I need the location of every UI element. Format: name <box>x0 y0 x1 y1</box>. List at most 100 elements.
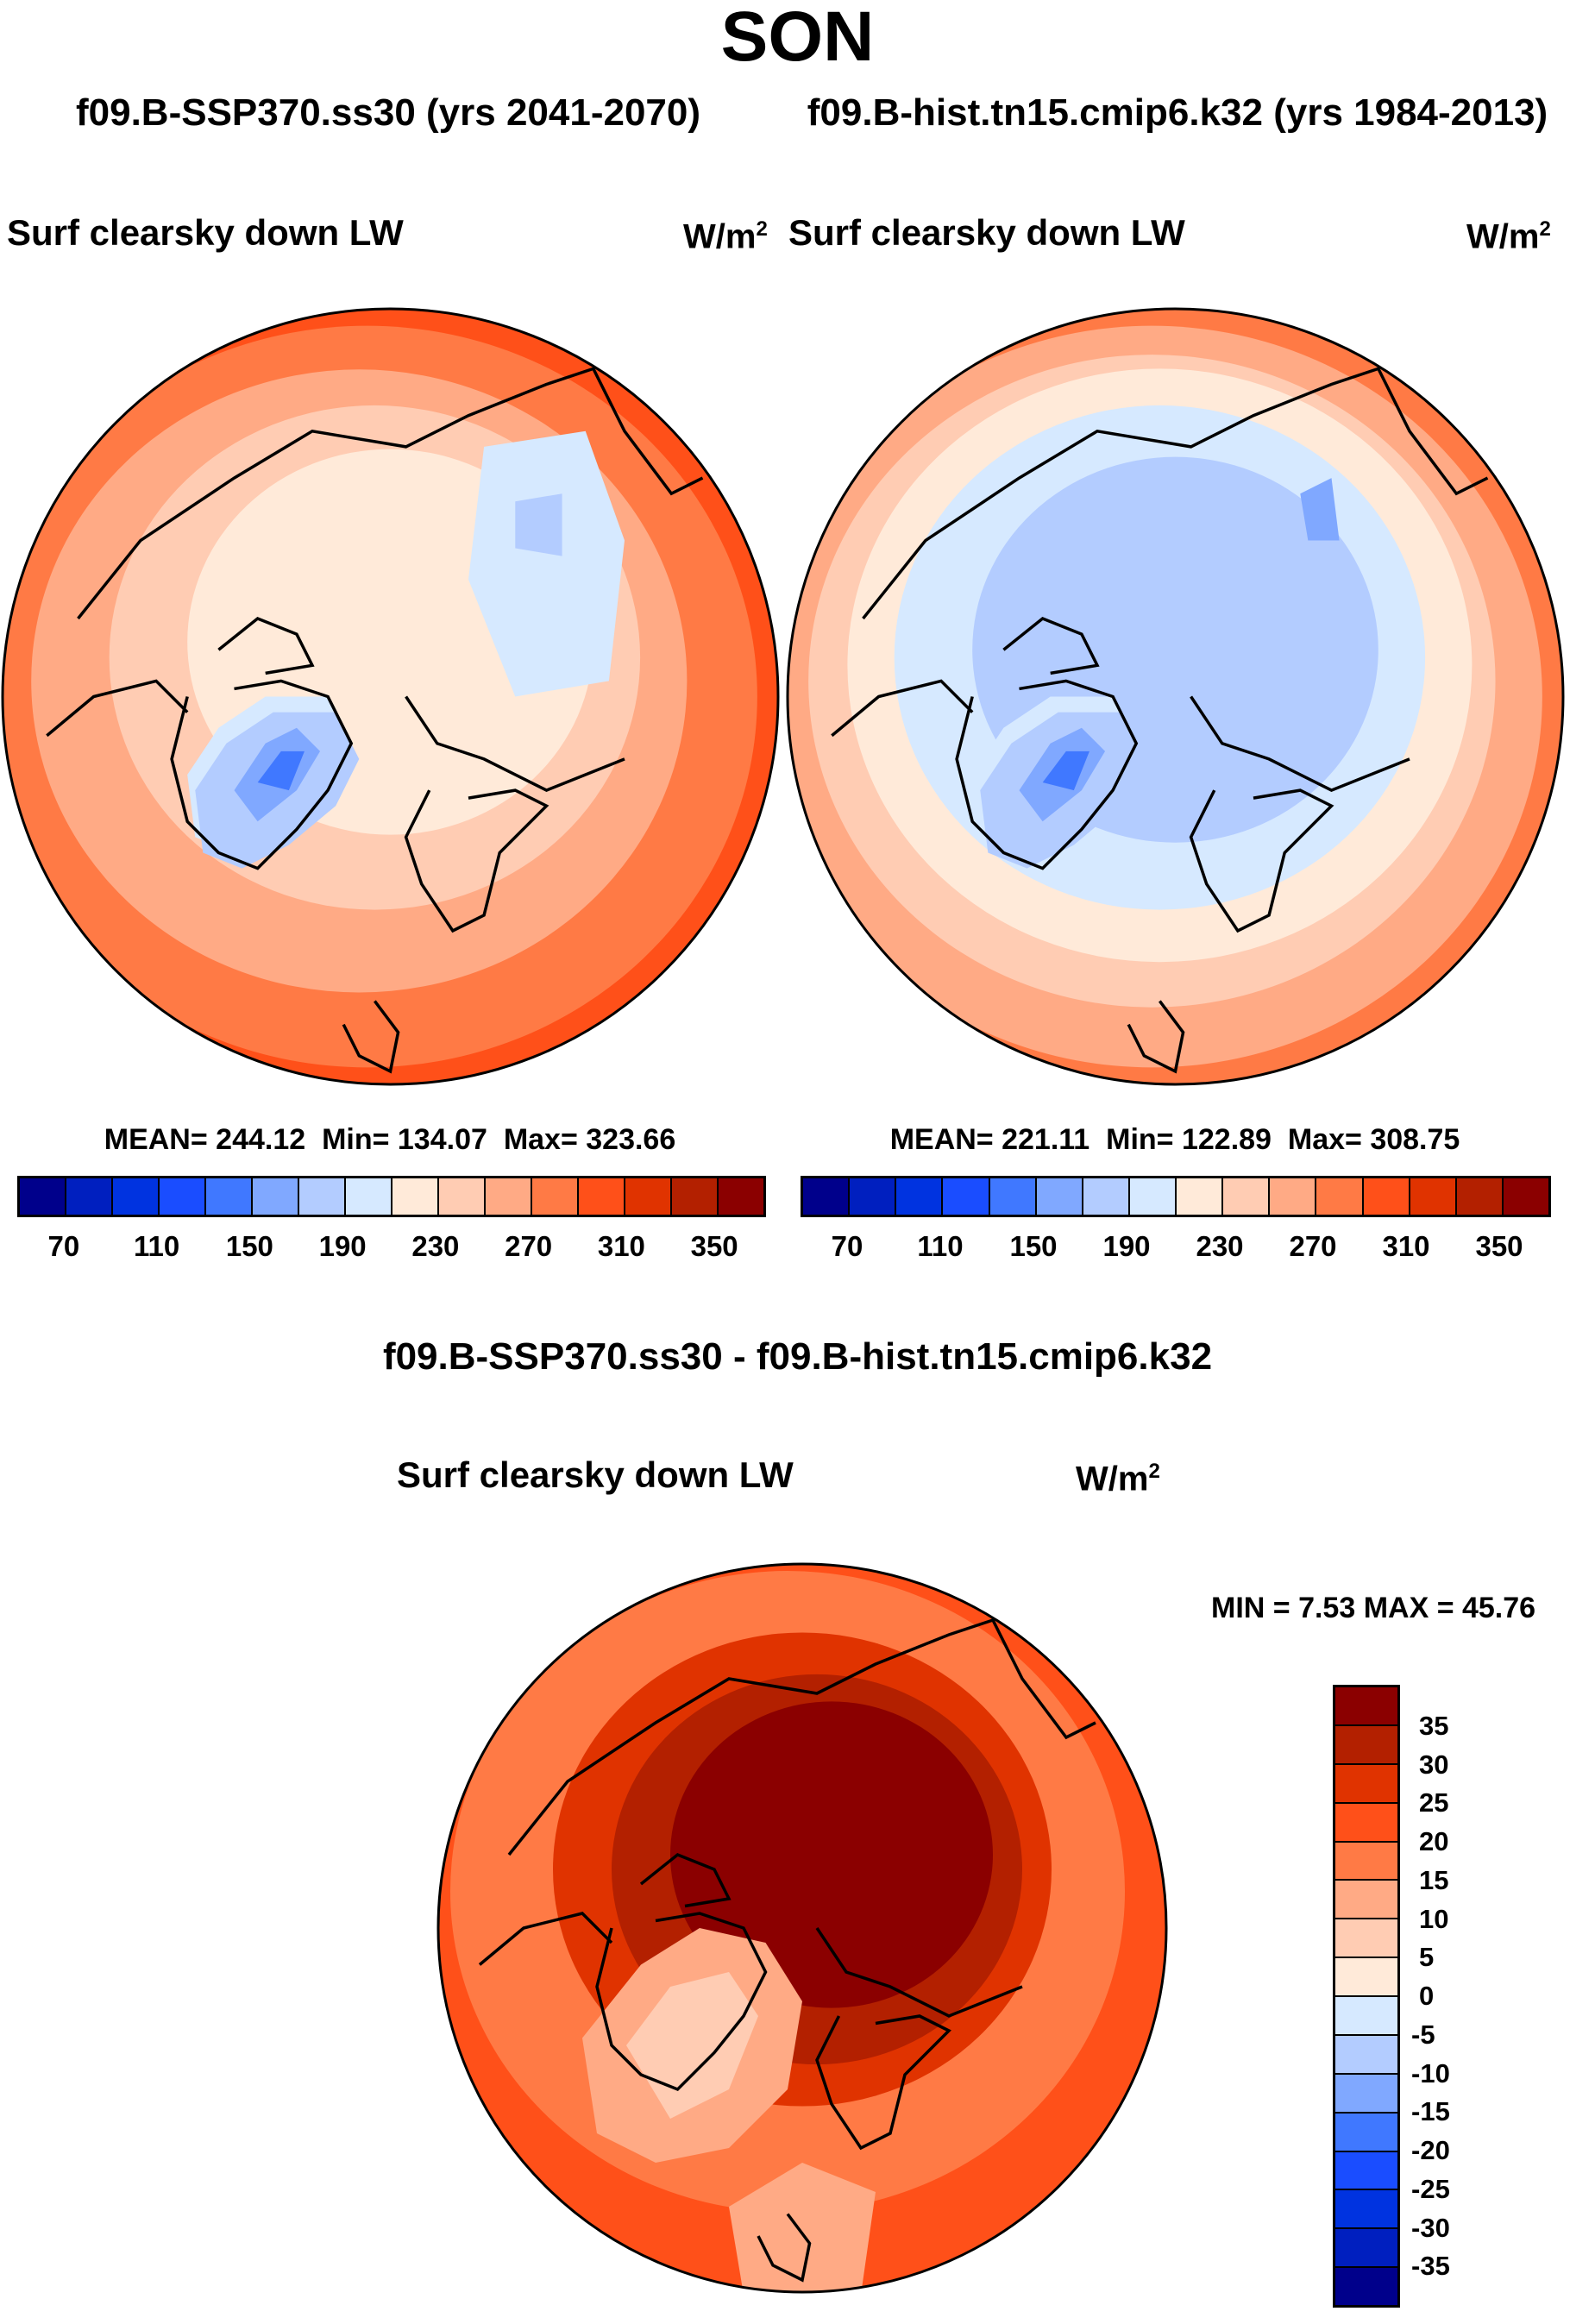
coastline <box>1002 616 1100 675</box>
colorbar-tick-label: -15 <box>1411 2096 1450 2127</box>
colorbar-tick-label: 310 <box>1382 1230 1430 1262</box>
colorbar-tick-label: 35 <box>1419 1710 1449 1741</box>
colorbar-tick-label: 270 <box>505 1230 553 1262</box>
colorbar-box <box>1503 1178 1548 1215</box>
colorbar-box <box>1335 2113 1397 2152</box>
contour-fill-group <box>3 309 778 1084</box>
units-exponent: 2 <box>1148 1460 1160 1483</box>
contour-region <box>729 2163 876 2292</box>
min-value: Min= 122.89 <box>1106 1123 1272 1156</box>
subtitle-control-case: f09.B-hist.tn15.cmip6.k32 (yrs 1984-2013… <box>807 91 1548 134</box>
colorbar-box <box>113 1178 160 1215</box>
map-control-case <box>786 307 1565 1086</box>
coastline <box>342 1000 400 1074</box>
colorbar-box <box>486 1178 532 1215</box>
colorbar-box <box>1316 1178 1364 1215</box>
panel3-minmax: MIN = 7.53 MAX = 45.76 <box>1211 1592 1536 1624</box>
coastline <box>1189 788 1334 933</box>
colorbar-box <box>896 1178 944 1215</box>
difference-title: f09.B-SSP370.ss30 - f09.B-hist.tn15.cmip… <box>382 1335 1213 1378</box>
colorbar-box <box>1036 1178 1083 1215</box>
units-exponent: 2 <box>756 217 768 241</box>
coastline <box>217 616 315 675</box>
contour-fill-group <box>788 309 1563 1084</box>
colorbar-box <box>1335 1919 1397 1959</box>
colorbar-box <box>1335 1842 1397 1881</box>
colorbar-box <box>20 1178 66 1215</box>
map-difference <box>436 1562 1168 2294</box>
max-value: Max= 323.66 <box>503 1123 676 1156</box>
min-value: Min= 134.07 <box>322 1123 487 1156</box>
colorbar-panel1 <box>17 1176 766 1217</box>
mean-value: MEAN= 244.12 <box>104 1123 306 1156</box>
panel1-units: W/m2 <box>683 217 768 256</box>
contour-region <box>515 493 562 556</box>
coastline <box>815 2014 951 2151</box>
colorbar-tick-label: 310 <box>597 1230 645 1262</box>
colorbar-tick-label: 350 <box>690 1230 738 1262</box>
coastline <box>831 679 974 738</box>
colorbar-tick-label: 0 <box>1419 1981 1435 2011</box>
colorbar-tick-label: 110 <box>917 1230 964 1262</box>
colorbar-box <box>439 1178 486 1215</box>
units-text: W/m <box>1076 1460 1149 1498</box>
colorbar-tick-label: 270 <box>1289 1230 1337 1262</box>
colorbar-panel2 <box>801 1176 1551 1217</box>
coastline <box>507 1617 1096 1856</box>
colorbar-tick-label: 10 <box>1419 1903 1449 1934</box>
colorbar-tick-label: 150 <box>1009 1230 1058 1262</box>
panel1-stats: MEAN= 244.12 Min= 134.07 Max= 323.66 <box>104 1123 676 1157</box>
colorbar-tick-label: -25 <box>1411 2173 1450 2204</box>
map-border <box>436 1562 1168 2294</box>
contour-region <box>257 751 305 791</box>
colorbar-box <box>672 1178 719 1215</box>
colorbar-box <box>1335 1687 1397 1726</box>
colorbar-tick-label: 70 <box>831 1230 863 1262</box>
colorbar-tick-label: 350 <box>1475 1230 1523 1262</box>
coastline <box>1190 695 1410 793</box>
colorbar-box <box>1456 1178 1504 1215</box>
colorbar-box <box>850 1178 897 1215</box>
colorbar-box <box>1335 2190 1397 2230</box>
contour-region <box>468 430 625 697</box>
coastline <box>478 1912 613 1966</box>
colorbar-box <box>1270 1178 1317 1215</box>
coastline <box>170 679 354 870</box>
map-border <box>1 307 780 1086</box>
colorbar-box <box>1335 1725 1397 1765</box>
colorbar-box <box>1083 1178 1130 1215</box>
colorbar-box <box>1410 1178 1457 1215</box>
colorbar-tick-label: 190 <box>318 1230 367 1262</box>
colorbar-box <box>1335 2268 1397 2305</box>
colorbar-box <box>1335 1958 1397 1997</box>
colorbar-box <box>1363 1178 1410 1215</box>
colorbar-box <box>1335 2229 1397 2269</box>
colorbar-tick-label: 110 <box>134 1230 180 1262</box>
units-text: W/m <box>1466 217 1540 256</box>
colorbar-difference <box>1333 1685 1400 2308</box>
colorbar-box <box>625 1178 672 1215</box>
map-border <box>786 307 1565 1086</box>
colorbar-box <box>1177 1178 1224 1215</box>
map-test-case <box>1 307 780 1086</box>
colorbar-box <box>206 1178 253 1215</box>
contour-fill-group <box>438 1564 1166 2292</box>
coastline <box>405 695 625 793</box>
contour-band <box>670 1701 993 2008</box>
colorbar-box <box>66 1178 113 1215</box>
colorbar-box <box>579 1178 625 1215</box>
colorbar-box <box>1335 1764 1397 1804</box>
colorbar-box <box>719 1178 763 1215</box>
colorbar-tick-label: -35 <box>1411 2251 1450 2282</box>
coastline <box>1127 1000 1185 1074</box>
colorbar-tick-label: -10 <box>1411 2057 1450 2088</box>
colorbar-box <box>1335 2074 1397 2114</box>
colorbar-box <box>346 1178 392 1215</box>
colorbar-box <box>299 1178 346 1215</box>
colorbar-box <box>160 1178 206 1215</box>
colorbar-tick-label: 230 <box>1196 1230 1244 1262</box>
colorbar-tick-label: 70 <box>47 1230 80 1262</box>
colorbar-box <box>1335 1803 1397 1843</box>
colorbar-box <box>1335 2151 1397 2191</box>
colorbar-box <box>803 1178 851 1215</box>
